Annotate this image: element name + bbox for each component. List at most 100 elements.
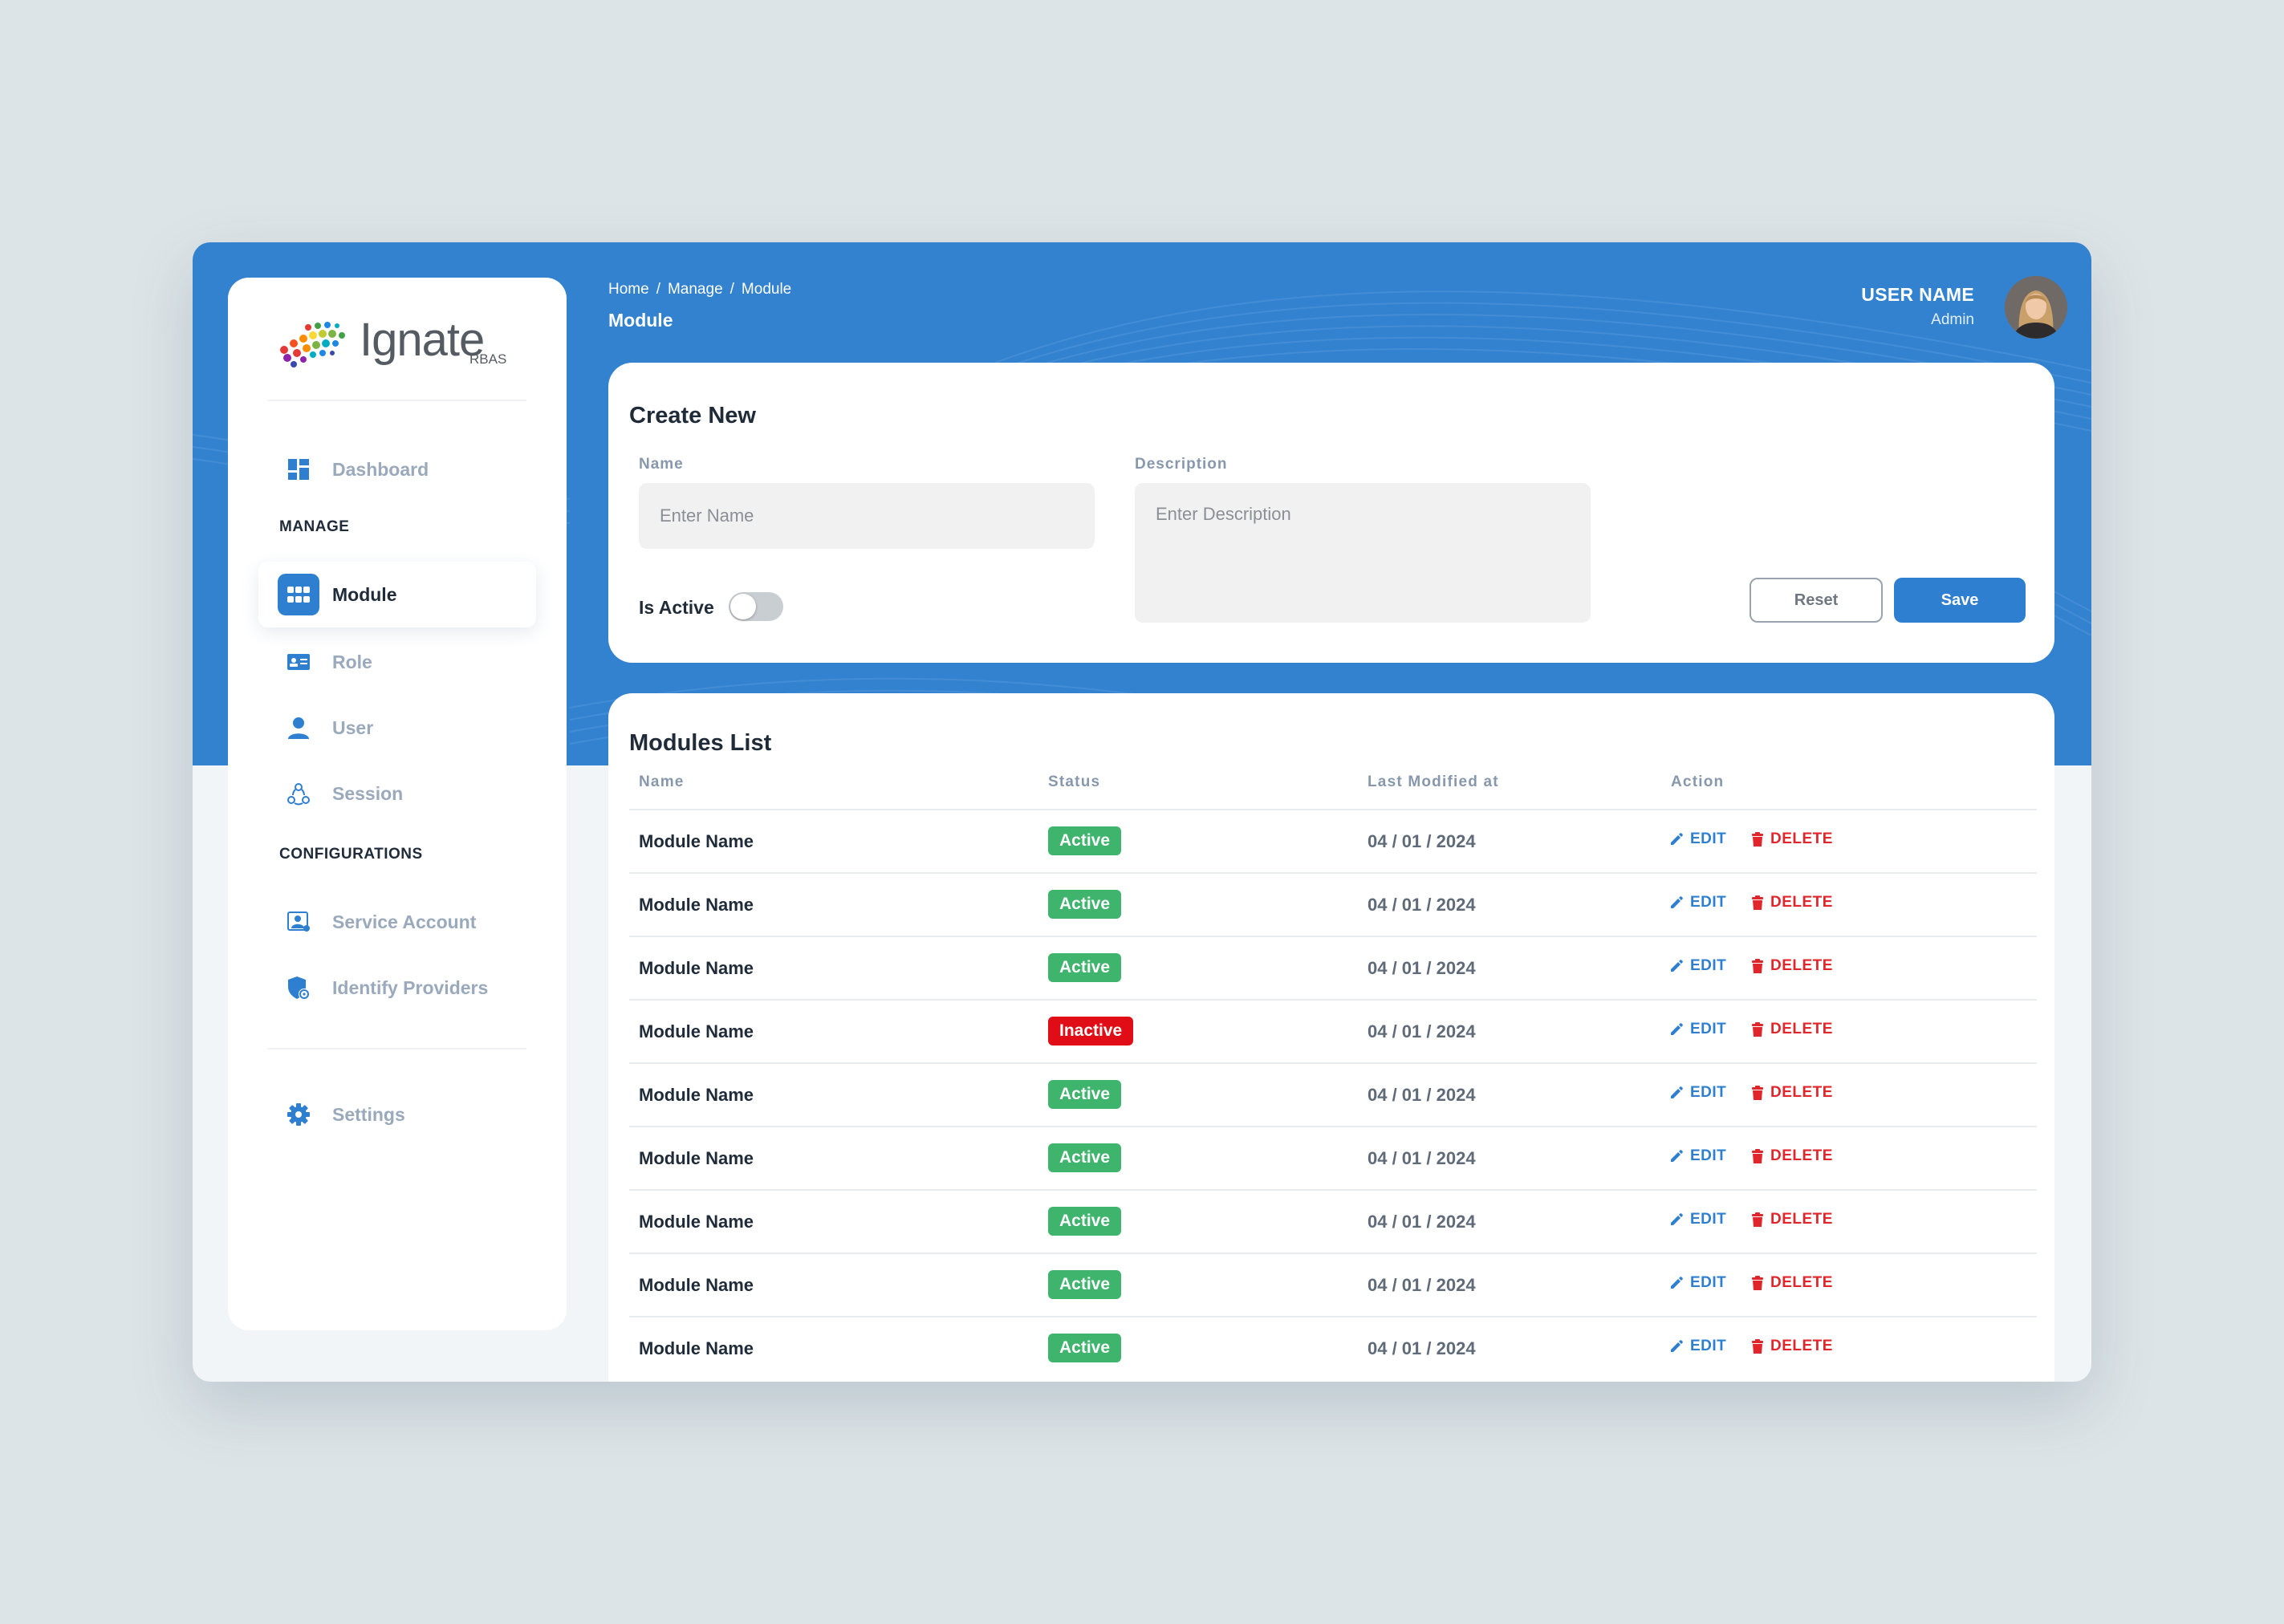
- edit-button[interactable]: EDIT: [1669, 1147, 1726, 1165]
- edit-button[interactable]: EDIT: [1669, 894, 1726, 911]
- edit-button[interactable]: EDIT: [1669, 830, 1726, 848]
- sidebar-item-label: Session: [332, 782, 404, 804]
- delete-label: DELETE: [1770, 894, 1833, 911]
- status-badge: Active: [1048, 1207, 1122, 1236]
- delete-button[interactable]: DELETE: [1751, 1147, 1833, 1165]
- edit-button[interactable]: EDIT: [1669, 957, 1726, 975]
- delete-label: DELETE: [1770, 830, 1833, 847]
- delete-label: DELETE: [1770, 1338, 1833, 1354]
- edit-button[interactable]: EDIT: [1669, 1338, 1726, 1355]
- name-input[interactable]: [639, 483, 1095, 549]
- sidebar-item-settings[interactable]: Settings: [258, 1082, 536, 1147]
- last-modified-cell: 04 / 01 / 2024: [1368, 895, 1476, 915]
- last-modified-cell: 04 / 01 / 2024: [1368, 1212, 1476, 1232]
- is-active-label: Is Active: [639, 597, 714, 618]
- sidebar-item-role[interactable]: Role: [258, 629, 536, 695]
- delete-button[interactable]: DELETE: [1751, 1084, 1833, 1102]
- edit-button[interactable]: EDIT: [1669, 1211, 1726, 1228]
- delete-button[interactable]: DELETE: [1751, 830, 1833, 848]
- module-name-cell: Module Name: [639, 1021, 754, 1041]
- sidebar: Ignate RBAS Dashboard MANAGE Module Role: [228, 278, 567, 1330]
- user-role: Admin: [1931, 311, 1974, 328]
- description-input[interactable]: [1135, 483, 1591, 623]
- sidebar-item-service-account[interactable]: Service Account: [258, 889, 536, 955]
- session-icon: [278, 773, 319, 814]
- sidebar-item-session[interactable]: Session: [258, 761, 536, 826]
- shield-icon: [278, 967, 319, 1009]
- pencil-icon: [1671, 896, 1683, 908]
- edit-label: EDIT: [1690, 1021, 1727, 1037]
- dashboard-icon: [278, 449, 319, 490]
- breadcrumb-separator: /: [729, 281, 734, 298]
- user-name[interactable]: USER NAME: [1861, 284, 1974, 305]
- delete-button[interactable]: DELETE: [1751, 957, 1833, 975]
- column-header-status: Status: [1048, 773, 1101, 790]
- edit-label: EDIT: [1690, 1274, 1727, 1291]
- delete-button[interactable]: DELETE: [1751, 1211, 1833, 1228]
- delete-button[interactable]: DELETE: [1751, 894, 1833, 911]
- module-name-cell: Module Name: [639, 1148, 754, 1168]
- delete-button[interactable]: DELETE: [1751, 1338, 1833, 1355]
- toggle-knob: [730, 594, 756, 619]
- sidebar-item-user[interactable]: User: [258, 695, 536, 761]
- delete-label: DELETE: [1770, 1147, 1833, 1164]
- edit-button[interactable]: EDIT: [1669, 1274, 1726, 1292]
- save-button[interactable]: Save: [1894, 578, 2026, 623]
- edit-button[interactable]: EDIT: [1669, 1021, 1726, 1038]
- last-modified-cell: 04 / 01 / 2024: [1368, 1148, 1476, 1168]
- create-new-card: Create New Name Description Is Active Re…: [608, 363, 2054, 663]
- pencil-icon: [1671, 960, 1683, 972]
- description-label: Description: [1135, 456, 1228, 473]
- breadcrumb-manage[interactable]: Manage: [667, 281, 723, 298]
- trash-icon: [1752, 895, 1763, 910]
- delete-button[interactable]: DELETE: [1751, 1274, 1833, 1292]
- status-badge: Active: [1048, 1143, 1122, 1172]
- table-row: Module Name Active 04 / 01 / 2024 EDIT DELET…: [629, 1253, 2037, 1316]
- table-row: Module Name Active 04 / 01 / 2024 EDIT DELET…: [629, 1126, 2037, 1189]
- edit-label: EDIT: [1690, 957, 1727, 974]
- module-name-cell: Module Name: [639, 1338, 754, 1358]
- sidebar-item-module[interactable]: Module: [258, 562, 536, 627]
- status-badge: Active: [1048, 890, 1122, 919]
- pencil-icon: [1671, 1340, 1683, 1352]
- trash-icon: [1752, 1212, 1763, 1227]
- service-account-icon: [278, 901, 319, 943]
- last-modified-cell: 04 / 01 / 2024: [1368, 958, 1476, 978]
- sidebar-item-dashboard[interactable]: Dashboard: [258, 436, 536, 502]
- breadcrumb-home[interactable]: Home: [608, 281, 649, 298]
- trash-icon: [1752, 1275, 1763, 1290]
- logo-dots-icon: [280, 322, 345, 367]
- delete-button[interactable]: DELETE: [1751, 1021, 1833, 1038]
- page-title: Module: [608, 310, 673, 331]
- pencil-icon: [1671, 1086, 1683, 1098]
- edit-label: EDIT: [1690, 1084, 1727, 1101]
- sidebar-item-label: User: [332, 717, 374, 738]
- section-title-configurations: CONFIGURATIONS: [279, 846, 423, 863]
- logo-subtitle: RBAS: [469, 351, 507, 367]
- is-active-toggle[interactable]: [729, 592, 783, 621]
- grid-icon: [278, 574, 319, 615]
- edit-label: EDIT: [1690, 894, 1727, 911]
- sidebar-item-label: Settings: [332, 1103, 405, 1125]
- module-name-cell: Module Name: [639, 958, 754, 978]
- module-name-cell: Module Name: [639, 1085, 754, 1105]
- status-badge: Active: [1048, 953, 1122, 982]
- edit-button[interactable]: EDIT: [1669, 1084, 1726, 1102]
- gear-icon: [278, 1094, 319, 1135]
- pencil-icon: [1671, 1023, 1683, 1035]
- trash-icon: [1752, 1338, 1763, 1354]
- avatar[interactable]: [2005, 276, 2067, 339]
- logo: Ignate RBAS: [276, 310, 533, 382]
- last-modified-cell: 04 / 01 / 2024: [1368, 831, 1476, 851]
- sidebar-item-label: Module: [332, 583, 397, 605]
- reset-button[interactable]: Reset: [1750, 578, 1883, 623]
- delete-label: DELETE: [1770, 957, 1833, 974]
- table-row: Module Name Active 04 / 01 / 2024 EDIT DELET…: [629, 1189, 2037, 1253]
- status-badge: Active: [1048, 1080, 1122, 1109]
- sidebar-item-label: Identify Providers: [332, 976, 489, 998]
- trash-icon: [1752, 1148, 1763, 1163]
- breadcrumb-module: Module: [741, 281, 792, 298]
- user-icon: [278, 707, 319, 749]
- module-name-cell: Module Name: [639, 1275, 754, 1295]
- sidebar-item-identify-providers[interactable]: Identify Providers: [258, 955, 536, 1021]
